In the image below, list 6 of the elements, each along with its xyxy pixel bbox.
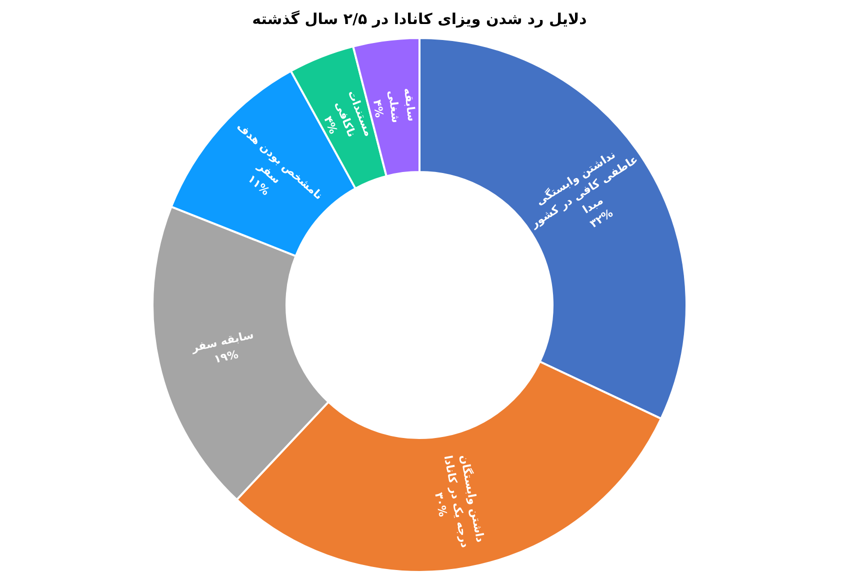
data-label: ۱۹% [212, 348, 240, 366]
data-label: ۴% [370, 99, 386, 118]
data-label: ۴% [321, 114, 340, 136]
chart-title: دلایل رد شدن ویزای کانادا در ۲/۵ سال گذشته [252, 10, 588, 28]
slice-label: سابقه شغلی [385, 87, 418, 124]
data-label: ۳۰% [432, 491, 450, 518]
